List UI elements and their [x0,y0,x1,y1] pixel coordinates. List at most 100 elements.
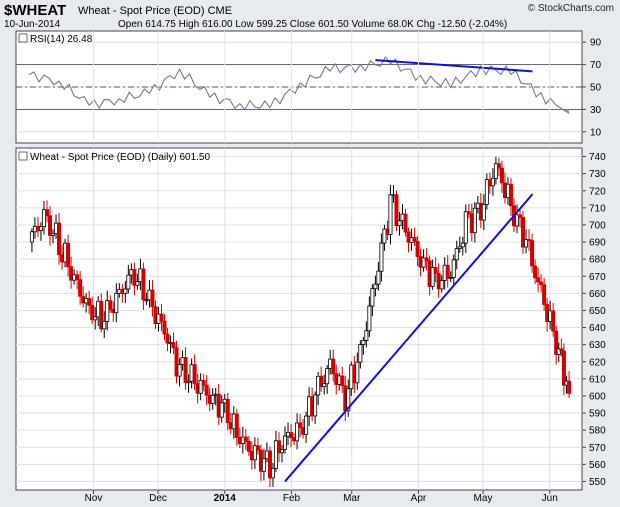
candle-body [530,240,535,267]
candle-body [162,320,167,335]
candle-body [433,267,438,274]
candle-body [177,364,182,377]
candle-body [490,177,495,187]
candle-body [66,242,71,268]
candle-body [556,348,561,355]
candle-body [536,277,541,283]
candle-body [243,436,248,442]
candle-body [454,248,459,261]
candle-body [367,305,372,332]
candle-body [430,267,435,287]
price-tick-label: 660 [589,289,606,300]
candle-body [289,432,294,439]
price-tick-label: 590 [589,409,606,420]
candle-body [267,450,272,479]
candle-body [204,384,209,396]
candle-body [421,257,426,268]
candle-body [559,348,564,352]
candle-body [518,214,523,218]
rsi-tick-label: 10 [590,127,602,138]
candle-body [41,209,46,228]
candle-body [132,269,137,286]
candle-body [135,281,140,286]
candle-body [69,266,74,281]
candle-body [415,241,420,257]
candle-body [403,213,408,233]
price-tick-label: 550 [589,477,606,488]
chart-header: $WHEAT Wheat - Spot Price (EOD) CME 10-J… [0,0,620,30]
price-tick-label: 720 [589,186,606,197]
candle-body [313,394,318,417]
candle-body [183,357,188,383]
price-tick-label: 690 [589,238,606,249]
candle-body [542,284,547,305]
candle-body [48,215,53,236]
rsi-line [28,56,570,114]
candle-body [358,344,363,363]
candle-body [295,422,300,442]
candle-body [252,445,257,461]
candle-body [451,259,456,278]
candle-body [524,239,529,248]
rsi-tick-label: 70 [590,60,602,71]
x-tick-label: Apr [411,493,427,504]
symbol-label: $WHEAT [4,2,67,19]
candle-body [270,467,275,479]
candle-body [508,183,513,207]
x-axis: Nov Dec 2014 Feb Mar Apr May Jun [85,490,558,504]
candle-body [201,380,206,386]
candle-body [225,398,230,424]
instrument-description: Wheat - Spot Price (EOD) CME [78,5,233,17]
candle-body [448,277,453,279]
candle-body [78,279,83,297]
price-legend-label: Wheat - Spot Price (EOD) (Daily) 601.50 [30,152,210,163]
candle-body [493,163,498,179]
candle-body [463,211,468,244]
candle-body [141,268,146,301]
candle-body [397,220,402,227]
candle-body [376,270,381,285]
price-tick-label: 700 [589,220,606,231]
price-tick-label: 740 [589,152,606,163]
candle-body [276,440,281,454]
candle-body [126,274,131,290]
x-tick-label: Mar [343,493,361,504]
candle-body [373,283,378,290]
watermark: © StockCharts.com [527,3,614,14]
candle-body [234,413,239,438]
x-tick-label: Dec [149,493,167,504]
candle-body [379,242,384,272]
ohlc-readout: Open 614.75 High 616.00 Low 599.25 Close… [118,19,508,30]
price-legend-swatch [18,151,28,161]
candle-body [527,239,532,241]
candle-body [567,380,572,394]
candle-body [499,167,504,184]
date-label: 10-Jun-2014 [4,19,61,30]
candle-body [165,333,170,344]
candle-body [388,194,393,235]
candle-body [159,313,164,322]
candle-body [261,458,266,472]
candle-body [75,274,80,280]
candle-body [102,320,107,330]
candle-body [521,216,526,248]
candle-body [445,264,450,279]
candle-body [439,279,444,290]
price-panel: 550 560 570 580 590 600 610 620 630 640 650 660 670 6… [15,147,606,491]
price-tick-label: 640 [589,323,606,334]
x-tick-label: 2014 [214,493,237,504]
candle-body [144,299,149,302]
candle-body [364,330,369,341]
rsi-tick-label: 90 [590,38,602,49]
candle-body [255,445,260,451]
candle-body [496,163,501,169]
price-tick-label: 670 [589,272,606,283]
candle-body [123,288,128,294]
candle-body [174,347,179,377]
candle-body [472,207,477,234]
candle-body [515,214,520,227]
candle-body [38,226,43,232]
rsi-legend-label: RSI(14) 26.48 [30,34,93,45]
candle-body [90,304,95,321]
price-tick-label: 650 [589,306,606,317]
